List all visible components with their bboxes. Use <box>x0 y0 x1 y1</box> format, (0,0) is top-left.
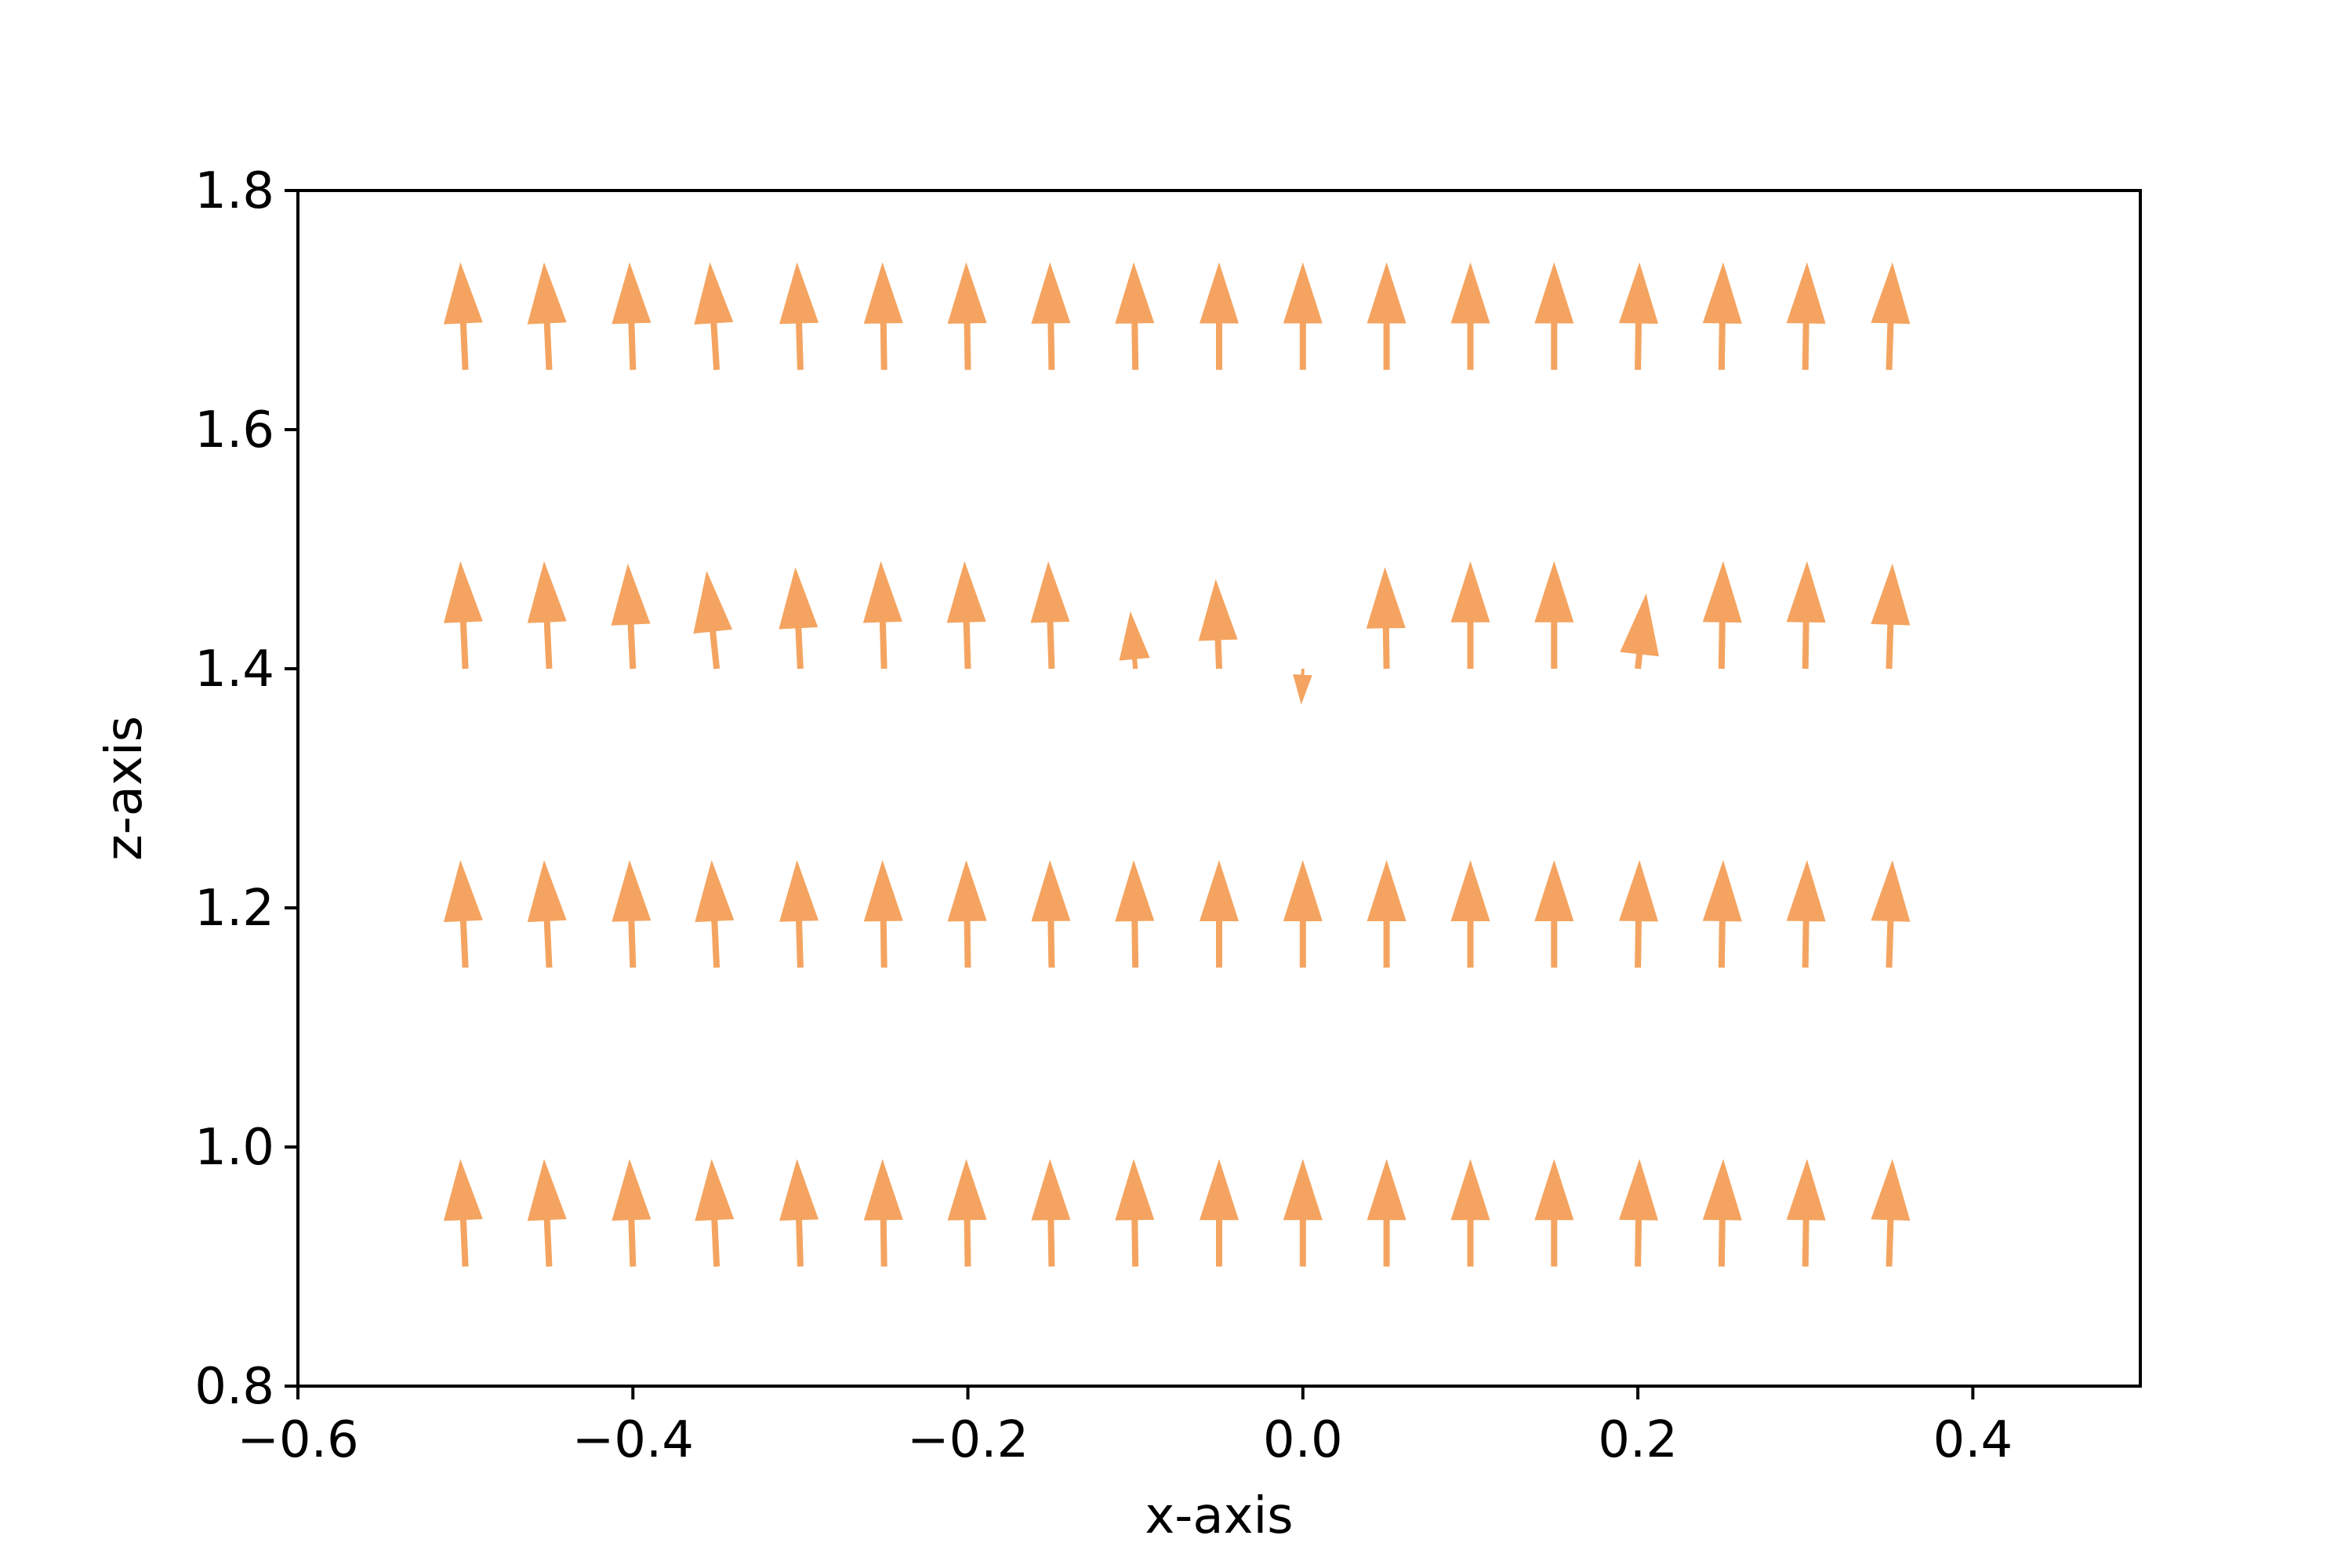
field-arrow <box>1450 561 1490 669</box>
field-arrow <box>612 860 652 968</box>
field-arrow <box>693 571 733 670</box>
field-arrow <box>1283 860 1323 968</box>
field-arrow <box>1367 262 1406 370</box>
field-arrow <box>695 1159 735 1267</box>
field-arrow <box>863 860 903 968</box>
field-arrow <box>1283 262 1323 370</box>
field-arrow <box>947 860 987 968</box>
field-arrow <box>863 262 903 370</box>
field-arrow <box>1115 262 1155 370</box>
field-arrow <box>694 262 734 370</box>
y-tick-label: 1.4 <box>194 641 274 699</box>
field-arrow <box>1871 1159 1911 1267</box>
field-arrow <box>1534 262 1574 370</box>
x-tick-label: −0.6 <box>237 1411 358 1469</box>
y-tick-label: 1.8 <box>194 162 274 220</box>
field-arrow <box>1534 561 1574 669</box>
field-arrow <box>612 262 652 370</box>
field-arrow <box>1619 860 1658 968</box>
field-arrow <box>1786 262 1826 370</box>
field-arrow <box>779 262 819 370</box>
field-arrow <box>1031 860 1071 968</box>
field-arrow <box>1450 860 1490 968</box>
field-arrow <box>947 262 987 370</box>
field-arrow <box>1367 1159 1406 1267</box>
x-tick-label: 0.2 <box>1598 1411 1678 1469</box>
field-arrow <box>443 1159 483 1267</box>
field-arrow <box>1119 611 1150 670</box>
x-axis-ticks: −0.6 −0.4 −0.2 0.0 0.2 0.4 <box>237 1386 2013 1469</box>
field-arrow <box>1283 1159 1323 1267</box>
field-arrow <box>947 1159 987 1267</box>
field-arrow <box>1366 567 1406 670</box>
field-arrow <box>1702 262 1742 370</box>
field-arrow <box>1871 860 1911 968</box>
field-arrow <box>1702 561 1742 670</box>
field-arrow <box>1450 262 1490 370</box>
field-arrow <box>527 262 567 370</box>
field-arrow <box>1619 1159 1658 1267</box>
field-arrow <box>1115 1159 1155 1267</box>
field-arrow <box>946 561 986 670</box>
field-arrow <box>1115 860 1155 968</box>
field-arrow <box>1200 1159 1239 1267</box>
field-arrow <box>1702 860 1742 968</box>
field-arrow <box>527 561 567 670</box>
field-arrow <box>1619 262 1658 370</box>
field-arrow <box>1200 860 1239 968</box>
field-arrow <box>443 262 483 370</box>
field-arrow <box>1367 860 1406 968</box>
field-arrow <box>1293 668 1312 705</box>
y-tick-label: 1.0 <box>194 1119 274 1177</box>
field-arrow <box>1620 593 1659 670</box>
field-arrow <box>1450 1159 1490 1267</box>
x-tick-label: 0.4 <box>1933 1411 2013 1469</box>
field-arrow <box>1200 262 1239 370</box>
field-arrow <box>1786 1159 1826 1267</box>
field-arrow <box>1031 262 1071 370</box>
field-arrow <box>779 860 819 968</box>
field-arrow <box>611 563 651 670</box>
field-arrow <box>527 860 567 968</box>
field-arrow <box>1534 860 1574 968</box>
field-arrow <box>612 1159 652 1267</box>
field-arrow <box>862 561 902 670</box>
field-arrow <box>443 561 483 670</box>
field-arrow <box>1702 1159 1742 1267</box>
field-arrow <box>1031 1159 1071 1267</box>
y-axis-ticks: 0.8 1.0 1.2 1.4 1.6 1.8 <box>194 162 298 1416</box>
y-tick-label: 0.8 <box>194 1358 274 1416</box>
arrow-field <box>443 262 1911 1267</box>
field-arrow <box>443 860 483 968</box>
y-axis-label: z-axis <box>96 716 154 861</box>
field-arrow <box>863 1159 903 1267</box>
field-arrow <box>779 567 818 670</box>
x-tick-label: 0.0 <box>1263 1411 1343 1469</box>
field-arrow <box>1786 561 1826 670</box>
field-arrow <box>1871 262 1911 370</box>
field-arrow <box>695 860 735 968</box>
field-arrow <box>1198 579 1238 670</box>
field-arrow <box>779 1159 819 1267</box>
field-arrow <box>1534 1159 1574 1267</box>
field-arrow <box>1786 860 1826 968</box>
x-tick-label: −0.2 <box>907 1411 1029 1469</box>
field-arrow <box>1871 563 1911 670</box>
field-arrow <box>1030 561 1070 670</box>
x-tick-label: −0.4 <box>572 1411 694 1469</box>
plot-frame <box>296 189 2142 1388</box>
y-tick-label: 1.6 <box>194 401 274 459</box>
y-tick-label: 1.2 <box>194 880 274 938</box>
x-axis-label: x-axis <box>1145 1487 1293 1545</box>
field-arrow <box>527 1159 567 1267</box>
